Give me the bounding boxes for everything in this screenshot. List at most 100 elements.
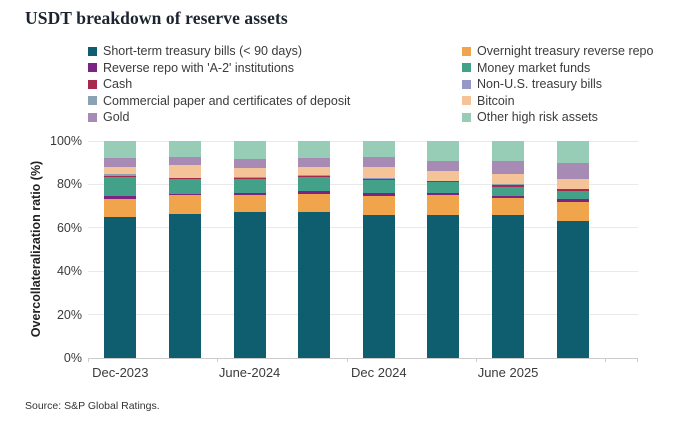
bar-slot xyxy=(153,141,218,358)
x-axis-tick xyxy=(637,358,638,362)
bar-slot xyxy=(282,141,347,358)
legend-item-cash: Cash xyxy=(88,77,462,92)
bar-segment-bitcoin xyxy=(492,173,525,185)
stacked-bar xyxy=(427,141,460,358)
legend-swatch-icon xyxy=(88,112,97,122)
y-tick-label: 40% xyxy=(56,264,82,279)
x-axis-tick xyxy=(346,358,348,362)
legend-swatch-icon xyxy=(88,63,97,73)
bar-segment-cash xyxy=(104,175,137,178)
legend-item-overnight-treasury-reverse-repo: Overnight treasury reverse repo xyxy=(462,44,668,59)
bar-slot xyxy=(88,141,153,358)
bar-segment-money-market-funds xyxy=(298,177,331,191)
bar-segment-reverse-repo-with-a-2-institutions xyxy=(298,190,331,195)
bar-segment-other-high-risk-assets xyxy=(104,141,137,159)
bar-segment-other-high-risk-assets xyxy=(298,141,331,158)
legend-label: Bitcoin xyxy=(477,93,515,108)
bar-segment-money-market-funds xyxy=(427,182,460,193)
legend-item-money-market-funds: Money market funds xyxy=(462,61,668,76)
y-tick-label: 60% xyxy=(56,220,82,235)
bar-segment-overnight-treasury-reverse-repo xyxy=(492,198,525,215)
legend-swatch-icon xyxy=(462,63,471,73)
legend-label: Non-U.S. treasury bills xyxy=(477,77,603,91)
bar-segment-money-market-funds xyxy=(104,177,137,197)
bar-segment-money-market-funds xyxy=(168,179,201,194)
legend-swatch-icon xyxy=(462,79,471,89)
legend-swatch-icon xyxy=(88,96,97,106)
bar-segment-other-high-risk-assets xyxy=(168,141,201,158)
bar-segment-bitcoin xyxy=(168,165,201,178)
stacked-bar xyxy=(362,141,395,358)
stacked-bar xyxy=(492,141,525,358)
gridline xyxy=(88,140,638,142)
bar-segment-other-high-risk-assets xyxy=(427,141,460,161)
bar-segment-cash xyxy=(427,181,460,183)
legend-swatch-icon xyxy=(462,96,471,106)
bar-segment-overnight-treasury-reverse-repo xyxy=(104,198,137,217)
x-axis-label: June 2025 xyxy=(477,365,539,380)
bar-segment-other-high-risk-assets xyxy=(492,141,525,162)
y-tick-label: 100% xyxy=(50,134,82,148)
legend-swatch-icon xyxy=(462,112,471,122)
bar-segment-money-market-funds xyxy=(362,180,395,193)
bar-segment-other-high-risk-assets xyxy=(556,141,589,164)
bar-segment-cash xyxy=(168,177,201,179)
bar-segment-money-market-funds xyxy=(233,179,266,193)
x-axis-label: June-2024 xyxy=(218,365,281,380)
plot-area xyxy=(88,140,638,362)
bar-segment-cash xyxy=(556,189,589,191)
bar-segment-overnight-treasury-reverse-repo xyxy=(362,196,395,216)
x-axis-tick xyxy=(88,358,89,362)
bar-segment-reverse-repo-with-a-2-institutions xyxy=(233,192,266,195)
y-tick-label: 80% xyxy=(56,177,82,192)
legend-swatch-icon xyxy=(462,46,471,56)
bar-segment-money-market-funds xyxy=(492,186,525,196)
bar-segment-other-high-risk-assets xyxy=(362,141,395,158)
bar-segment-reverse-repo-with-a-2-institutions xyxy=(168,193,201,195)
bar-segment-bitcoin xyxy=(233,167,266,177)
bar-segment-short-term-treasury-bills-90-days xyxy=(362,215,395,358)
bar-segment-cash xyxy=(298,175,331,178)
legend-item-non-u-s-treasury-bills: Non-U.S. treasury bills xyxy=(462,77,668,92)
legend-item-commercial-paper-and-certificates-of-deposit: Commercial paper and certificates of dep… xyxy=(88,94,462,109)
bar-segment-gold xyxy=(427,160,460,172)
bar-slot xyxy=(347,141,412,358)
bar-segment-money-market-funds xyxy=(556,190,589,200)
legend-item-reverse-repo-with-a-2-institutions: Reverse repo with 'A-2' institutions xyxy=(88,61,462,76)
legend-item-bitcoin: Bitcoin xyxy=(462,94,668,109)
x-axis-tick xyxy=(217,358,219,362)
stacked-bar xyxy=(104,141,137,358)
legend-label: Cash xyxy=(103,77,133,91)
bar-segment-bitcoin xyxy=(556,178,589,189)
bar-segment-commercial-paper-and-certificates-of-deposit xyxy=(104,174,137,175)
x-axis-label: Dec 2024 xyxy=(350,365,407,380)
bar-segment-reverse-repo-with-a-2-institutions xyxy=(556,199,589,202)
bar-segment-short-term-treasury-bills-90-days xyxy=(298,212,331,358)
x-axis-tick xyxy=(605,358,606,362)
stacked-bar xyxy=(168,141,201,358)
legend-label: Overnight treasury reverse repo xyxy=(477,44,654,58)
legend-label: Money market funds xyxy=(477,60,591,75)
bar-segment-gold xyxy=(556,163,589,179)
legend: Short-term treasury bills (< 90 days) Ove… xyxy=(88,44,668,125)
legend-swatch-icon xyxy=(88,79,97,89)
bar-segment-bitcoin xyxy=(104,166,137,175)
bar-segment-non-u-s-treasury-bills xyxy=(104,174,137,176)
bar-segment-overnight-treasury-reverse-repo xyxy=(168,194,201,215)
legend-label: Other high risk assets xyxy=(477,110,598,124)
legend-item-gold: Gold xyxy=(88,110,462,125)
stacked-bar xyxy=(556,141,589,358)
bar-segment-short-term-treasury-bills-90-days xyxy=(168,214,201,358)
bar-segment-gold xyxy=(168,157,201,166)
bar-segment-overnight-treasury-reverse-repo xyxy=(298,194,331,213)
bar-segment-gold xyxy=(104,158,137,167)
bar-slot xyxy=(411,141,476,358)
bar-segment-short-term-treasury-bills-90-days xyxy=(427,215,460,358)
bar-segment-reverse-repo-with-a-2-institutions xyxy=(427,192,460,196)
bar-segment-reverse-repo-with-a-2-institutions xyxy=(104,196,137,199)
chart-title: USDT breakdown of reserve assets xyxy=(25,8,288,28)
legend-label: Commercial paper and certificates of dep… xyxy=(103,93,351,108)
bar-segment-short-term-treasury-bills-90-days xyxy=(556,221,589,358)
stacked-bar xyxy=(298,141,331,358)
